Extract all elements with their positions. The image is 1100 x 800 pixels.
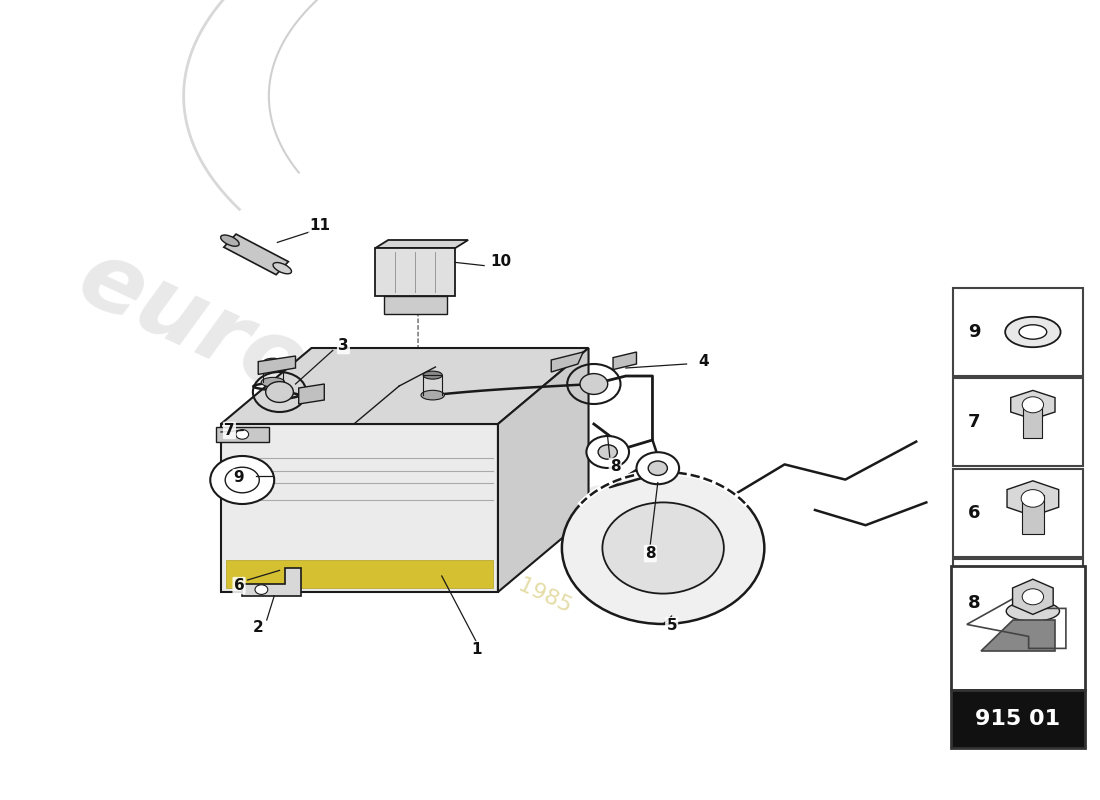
Text: 4: 4: [698, 354, 708, 369]
Polygon shape: [1011, 390, 1055, 419]
Polygon shape: [216, 427, 268, 442]
Polygon shape: [223, 234, 288, 274]
Polygon shape: [258, 356, 296, 374]
Text: 7: 7: [968, 414, 980, 431]
Ellipse shape: [263, 358, 283, 366]
Polygon shape: [613, 352, 637, 370]
Circle shape: [586, 436, 629, 468]
Text: eurospares: eurospares: [64, 232, 645, 568]
Circle shape: [1022, 397, 1044, 413]
Circle shape: [562, 472, 764, 624]
Text: 2: 2: [253, 621, 264, 635]
Polygon shape: [551, 352, 583, 372]
Ellipse shape: [1006, 602, 1059, 621]
Text: 8: 8: [645, 546, 656, 561]
Polygon shape: [221, 348, 588, 424]
Circle shape: [235, 430, 249, 439]
Text: 9: 9: [233, 470, 244, 485]
Polygon shape: [242, 568, 300, 596]
Circle shape: [266, 382, 294, 402]
Text: 10: 10: [491, 254, 512, 269]
Circle shape: [603, 502, 724, 594]
Bar: [1023, 402, 1043, 438]
Bar: [950, 566, 1085, 690]
Text: 3: 3: [338, 338, 349, 353]
Text: 915 01: 915 01: [976, 709, 1060, 730]
Polygon shape: [375, 240, 469, 248]
Ellipse shape: [1019, 325, 1047, 339]
Bar: [950, 690, 1085, 748]
Ellipse shape: [261, 378, 285, 387]
Ellipse shape: [421, 390, 444, 400]
Circle shape: [210, 456, 274, 504]
Polygon shape: [1013, 579, 1053, 614]
Polygon shape: [981, 621, 1055, 651]
Circle shape: [598, 445, 617, 459]
Circle shape: [255, 585, 267, 594]
Polygon shape: [299, 384, 324, 404]
Polygon shape: [227, 560, 493, 588]
Text: 5: 5: [667, 618, 676, 633]
Circle shape: [1022, 589, 1044, 605]
Circle shape: [648, 461, 668, 475]
Text: 6: 6: [968, 504, 980, 522]
Text: a passion for parts since 1985: a passion for parts since 1985: [261, 456, 575, 616]
Circle shape: [637, 452, 679, 484]
Polygon shape: [384, 296, 447, 314]
Ellipse shape: [424, 371, 442, 379]
Ellipse shape: [273, 262, 292, 274]
Bar: [953, 288, 1084, 376]
Text: 1: 1: [472, 642, 482, 657]
Text: 6: 6: [233, 578, 244, 593]
Text: 9: 9: [968, 323, 980, 341]
Text: 8: 8: [968, 594, 980, 612]
Bar: [953, 559, 1084, 647]
Bar: [1022, 495, 1044, 534]
Circle shape: [1021, 490, 1045, 507]
Circle shape: [580, 374, 607, 394]
FancyBboxPatch shape: [375, 248, 455, 296]
Ellipse shape: [1005, 317, 1060, 347]
Text: 11: 11: [309, 218, 330, 233]
Polygon shape: [498, 348, 588, 592]
Bar: [953, 469, 1084, 557]
Text: 7: 7: [224, 423, 234, 438]
Bar: [953, 378, 1084, 466]
Circle shape: [226, 467, 260, 493]
Text: 8: 8: [609, 459, 620, 474]
Polygon shape: [1006, 481, 1058, 516]
Ellipse shape: [221, 235, 239, 246]
Polygon shape: [221, 424, 498, 592]
